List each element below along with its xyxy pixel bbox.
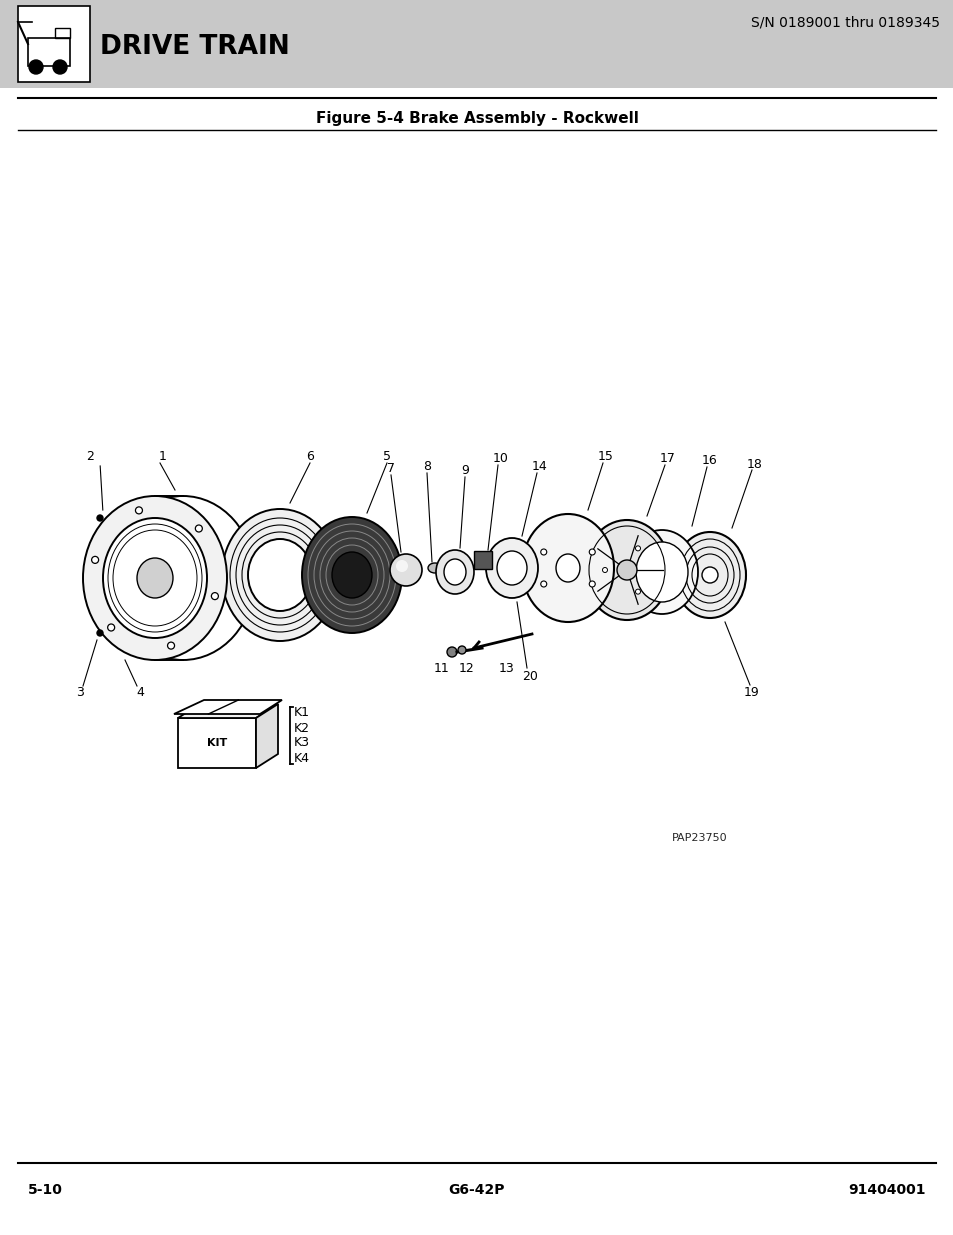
Text: 3: 3 (76, 687, 84, 699)
Bar (474, 551, 492, 569)
Text: 8: 8 (422, 461, 431, 473)
Circle shape (635, 589, 639, 594)
Ellipse shape (636, 542, 687, 601)
Text: 4: 4 (136, 687, 144, 699)
Text: DRIVE TRAIN: DRIVE TRAIN (100, 35, 290, 61)
Bar (18, 6, 90, 82)
Text: 7: 7 (387, 462, 395, 475)
Ellipse shape (625, 530, 698, 614)
Text: 16: 16 (701, 454, 717, 468)
Circle shape (701, 567, 718, 583)
Ellipse shape (485, 538, 537, 598)
Circle shape (91, 557, 98, 563)
Circle shape (635, 546, 639, 551)
Polygon shape (178, 718, 255, 768)
Ellipse shape (556, 555, 579, 582)
Ellipse shape (583, 520, 669, 620)
Text: Figure 5-4 Brake Assembly - Rockwell: Figure 5-4 Brake Assembly - Rockwell (315, 111, 638, 126)
Text: 9: 9 (460, 464, 469, 478)
Circle shape (589, 550, 595, 555)
Text: K1: K1 (294, 706, 310, 720)
Text: 5-10: 5-10 (28, 1183, 63, 1197)
Bar (28, 38, 70, 65)
Ellipse shape (137, 558, 172, 598)
Circle shape (617, 559, 637, 580)
Circle shape (135, 506, 142, 514)
Polygon shape (178, 704, 277, 718)
Circle shape (212, 593, 218, 600)
Circle shape (602, 568, 607, 573)
Text: K2: K2 (294, 721, 310, 735)
Text: 20: 20 (521, 669, 537, 683)
Circle shape (53, 61, 67, 74)
Circle shape (447, 647, 456, 657)
Text: 2: 2 (86, 450, 93, 462)
Text: 14: 14 (532, 461, 547, 473)
Text: 6: 6 (306, 451, 314, 463)
Ellipse shape (436, 550, 474, 594)
Text: K3: K3 (294, 736, 310, 750)
Ellipse shape (302, 517, 401, 634)
Text: 11: 11 (434, 662, 450, 674)
Ellipse shape (222, 509, 337, 641)
Text: 17: 17 (659, 452, 676, 466)
Circle shape (168, 642, 174, 650)
Bar (0, 0, 953, 88)
Text: 5: 5 (382, 451, 391, 463)
Ellipse shape (248, 538, 312, 611)
Ellipse shape (521, 514, 614, 622)
Text: 91404001: 91404001 (847, 1183, 925, 1197)
Circle shape (97, 515, 103, 521)
Ellipse shape (111, 496, 254, 659)
Ellipse shape (103, 517, 207, 638)
Circle shape (395, 559, 408, 572)
Text: 19: 19 (743, 687, 760, 699)
Text: G6-42P: G6-42P (448, 1183, 505, 1197)
Circle shape (108, 624, 114, 631)
Text: S/N 0189001 thru 0189345: S/N 0189001 thru 0189345 (750, 15, 939, 28)
Text: 10: 10 (493, 452, 508, 466)
Polygon shape (173, 700, 282, 714)
Circle shape (540, 580, 546, 587)
Text: PAP23750: PAP23750 (671, 832, 727, 844)
Circle shape (97, 630, 103, 636)
Ellipse shape (673, 532, 745, 618)
Text: 1: 1 (159, 450, 167, 462)
Ellipse shape (497, 551, 526, 585)
Circle shape (195, 525, 202, 532)
Circle shape (457, 646, 465, 655)
Text: 15: 15 (598, 451, 614, 463)
Circle shape (390, 555, 421, 585)
Bar (55, 28, 70, 38)
Text: 13: 13 (498, 662, 515, 674)
Ellipse shape (428, 563, 441, 573)
Ellipse shape (443, 559, 465, 585)
Circle shape (29, 61, 43, 74)
Circle shape (589, 580, 595, 587)
Text: 18: 18 (746, 457, 762, 471)
Text: K4: K4 (294, 752, 310, 764)
Ellipse shape (332, 552, 372, 598)
Polygon shape (255, 704, 277, 768)
Text: 12: 12 (458, 662, 475, 674)
Ellipse shape (83, 496, 227, 659)
Text: KIT: KIT (207, 739, 227, 748)
Circle shape (540, 550, 546, 555)
